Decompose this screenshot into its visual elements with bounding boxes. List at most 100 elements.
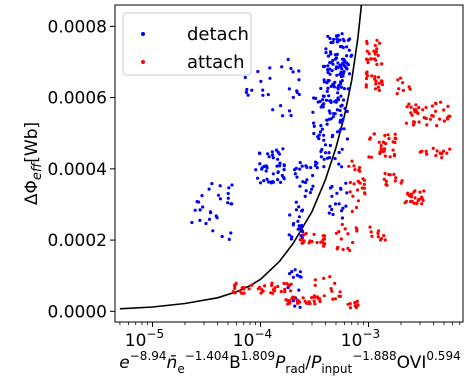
point-attach <box>331 297 335 301</box>
point-attach <box>362 182 366 186</box>
point-attach <box>263 284 267 288</box>
point-attach <box>380 83 384 87</box>
point-detach <box>300 164 304 168</box>
point-attach <box>366 58 370 62</box>
point-detach <box>276 178 280 182</box>
point-attach <box>412 201 416 205</box>
point-attach <box>394 176 398 180</box>
point-detach <box>261 93 265 97</box>
point-detach <box>339 94 343 98</box>
point-detach <box>291 70 295 74</box>
point-detach <box>292 221 296 226</box>
point-attach <box>382 147 387 151</box>
point-attach <box>409 105 413 109</box>
point-detach <box>267 155 271 159</box>
point-attach <box>289 282 293 286</box>
point-attach <box>348 180 352 185</box>
point-attach <box>372 49 376 53</box>
point-detach <box>321 64 325 69</box>
point-detach <box>333 57 338 61</box>
point-detach <box>338 63 342 67</box>
point-detach <box>322 94 326 98</box>
point-detach <box>331 82 336 86</box>
point-detach <box>334 67 338 71</box>
point-detach <box>334 99 338 103</box>
point-detach <box>210 182 214 186</box>
point-detach <box>264 169 268 173</box>
point-attach <box>407 102 411 106</box>
point-attach <box>302 233 306 237</box>
point-attach <box>408 200 413 204</box>
point-attach <box>341 247 345 252</box>
point-attach <box>379 79 383 83</box>
point-detach <box>293 304 297 308</box>
point-attach <box>430 104 434 108</box>
point-detach <box>214 214 218 218</box>
point-detach <box>271 180 275 184</box>
point-detach <box>335 40 339 44</box>
point-attach <box>334 231 338 235</box>
point-detach <box>271 156 275 160</box>
point-detach <box>216 193 221 197</box>
point-detach <box>328 67 332 71</box>
point-attach <box>431 114 435 118</box>
point-detach <box>324 51 328 55</box>
point-detach <box>318 130 323 134</box>
point-detach <box>300 209 304 213</box>
x-axis-label: e−8.94n̄e−1.404B1.809Prad/Pinput−1.888OV… <box>119 349 460 376</box>
point-detach <box>280 65 284 69</box>
point-attach <box>392 154 396 158</box>
point-attach <box>382 234 386 238</box>
point-attach <box>287 283 291 287</box>
point-attach <box>352 182 356 186</box>
point-detach <box>308 191 312 195</box>
point-detach <box>329 100 333 104</box>
point-attach <box>369 57 373 61</box>
point-detach <box>347 48 351 52</box>
point-detach <box>342 60 346 64</box>
point-detach <box>329 84 333 88</box>
point-attach <box>377 88 381 92</box>
tick-layer: 0.0000 0.0002 0.0004 0.0006 0.0008 10−5 10−4 10… <box>48 17 461 351</box>
point-detach <box>297 288 301 292</box>
point-attach <box>287 299 291 303</box>
point-detach <box>229 231 233 235</box>
point-detach <box>305 165 309 169</box>
point-detach <box>346 63 350 67</box>
point-attach <box>377 81 381 85</box>
point-detach <box>198 208 202 212</box>
point-attach <box>383 238 387 242</box>
point-detach <box>271 153 275 157</box>
point-attach <box>368 136 372 140</box>
point-attach <box>348 306 352 310</box>
x-tick-label: 10−3 <box>341 327 380 351</box>
point-detach <box>341 98 346 102</box>
point-attach <box>435 124 439 128</box>
point-attach <box>355 188 360 192</box>
point-attach <box>367 155 371 159</box>
point-detach <box>335 52 339 57</box>
point-detach <box>336 87 340 91</box>
point-detach <box>204 221 208 226</box>
point-detach <box>262 179 266 183</box>
point-detach <box>254 168 258 172</box>
point-detach <box>339 85 344 89</box>
point-detach <box>190 220 194 225</box>
point-attach <box>351 240 355 245</box>
point-attach <box>410 113 414 117</box>
point-detach <box>226 191 230 196</box>
point-attach <box>382 177 386 181</box>
point-attach <box>337 230 341 234</box>
point-attach <box>315 295 319 299</box>
point-detach <box>256 176 260 180</box>
point-detach <box>336 61 340 65</box>
point-attach <box>330 289 334 293</box>
point-attach <box>365 49 369 53</box>
point-attach <box>383 133 387 138</box>
fit-curve-line <box>119 4 363 310</box>
point-attach <box>348 248 352 253</box>
point-attach <box>296 300 300 304</box>
point-attach <box>417 197 421 201</box>
point-detach <box>339 75 343 79</box>
point-detach <box>313 163 317 168</box>
